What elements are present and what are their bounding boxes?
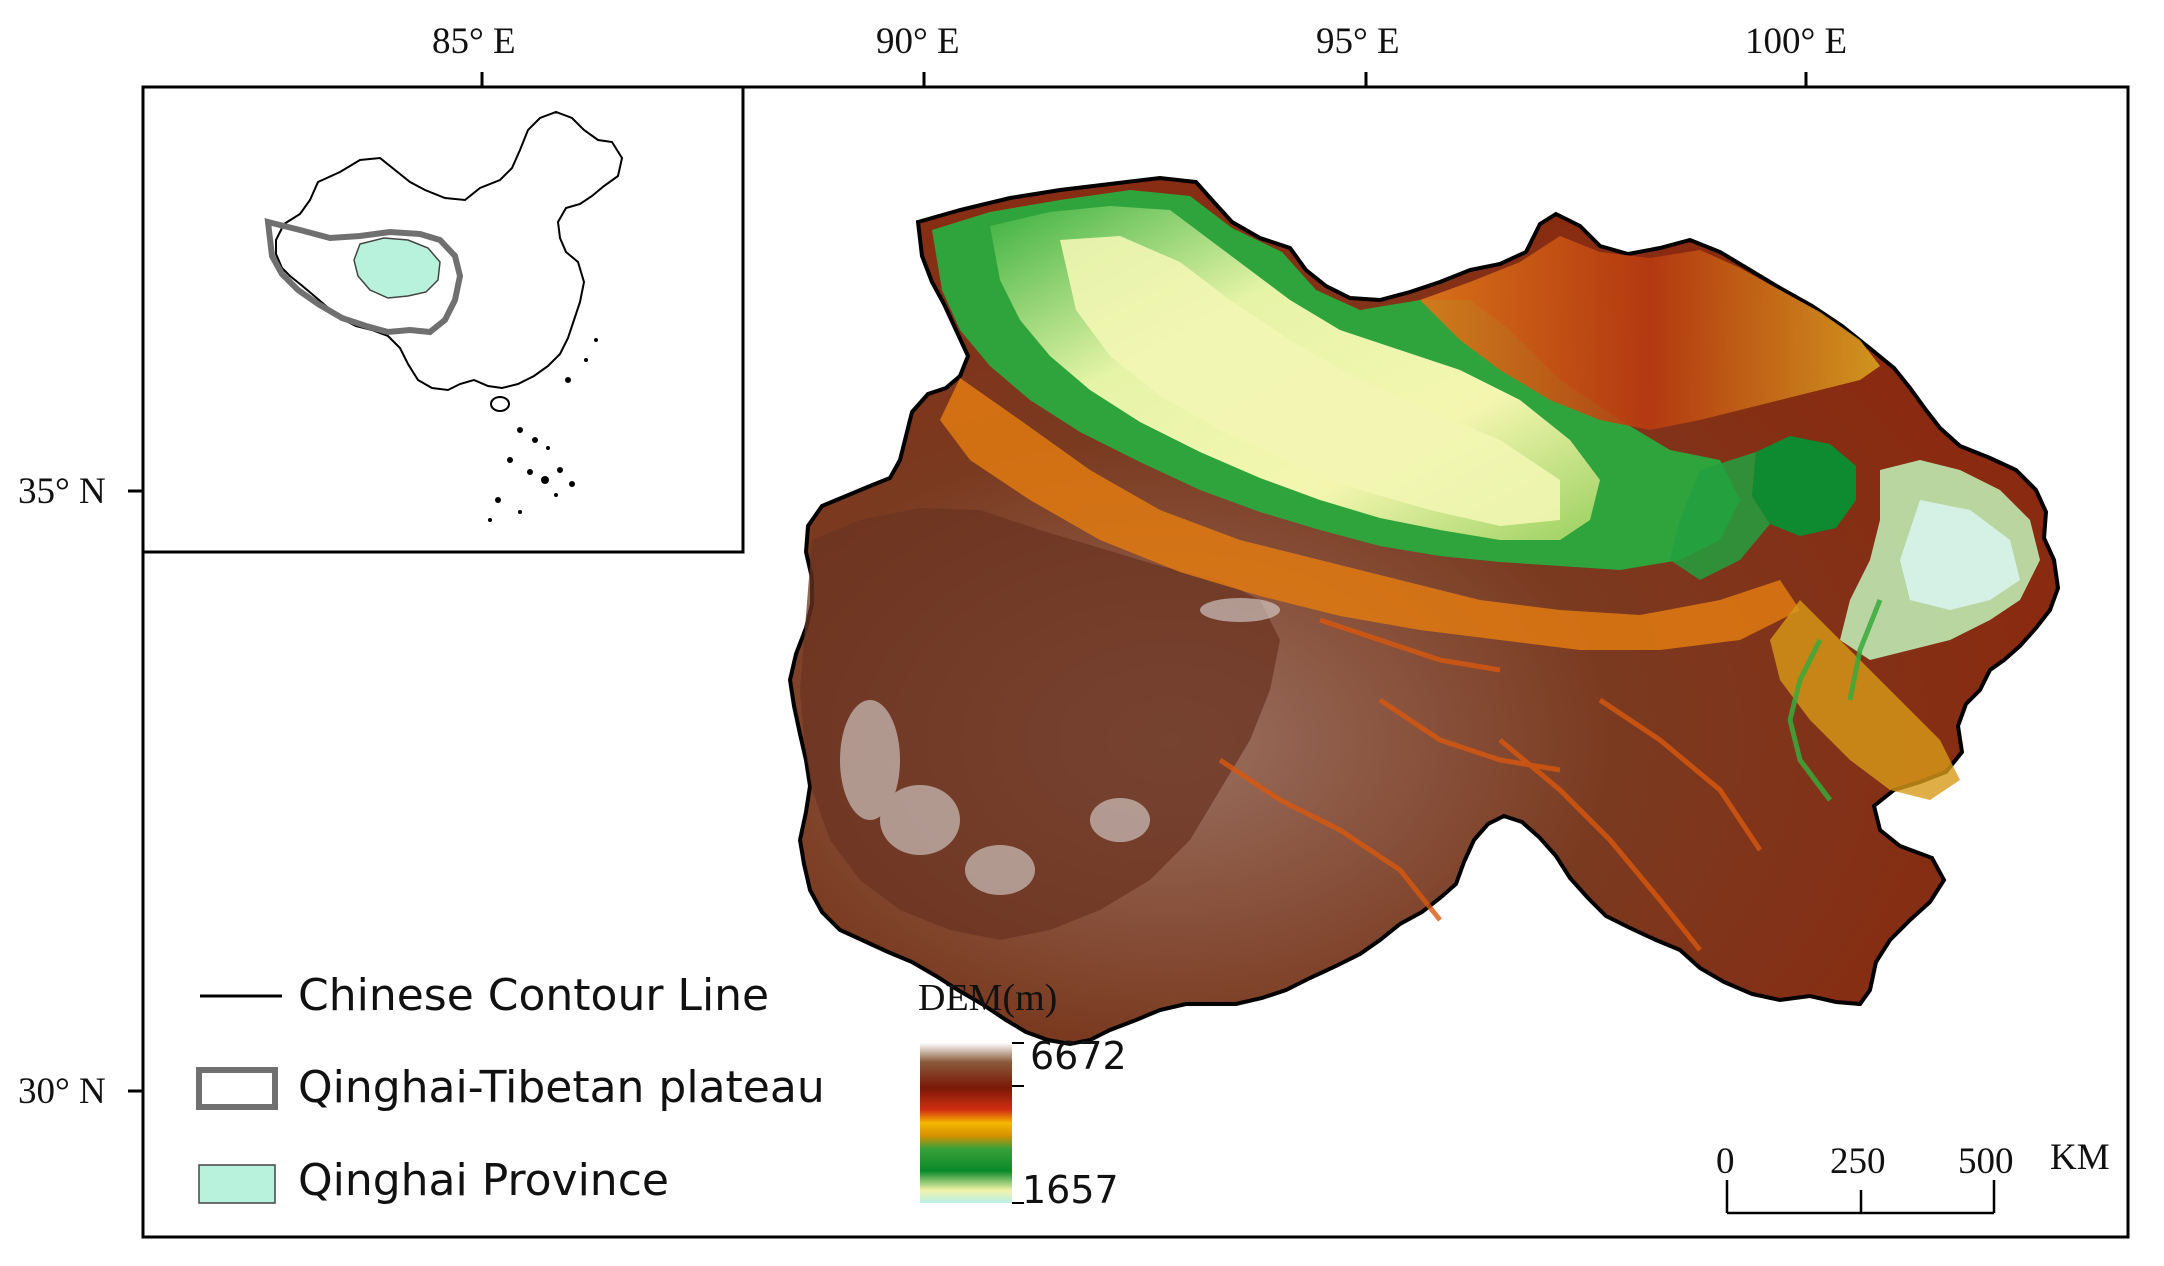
legend-symbols	[196, 994, 282, 1204]
qinghai-dem-map	[787, 175, 2061, 1047]
inset-islands	[488, 338, 598, 522]
legend-contour-line-label: Chinese Contour Line	[298, 970, 770, 1021]
latitude-label-30: 30° N	[18, 1071, 106, 1112]
dem-min-label: 1657	[1022, 1168, 1119, 1212]
dem-colorbar-ticks	[1012, 1042, 1024, 1204]
legend-qinghai-symbol	[198, 1164, 276, 1204]
longitude-label-90: 90° E	[876, 21, 960, 62]
scale-label-500: 500	[1958, 1141, 2014, 1182]
legend-qinghai-label: Qinghai Province	[298, 1155, 669, 1206]
longitude-label-100: 100° E	[1745, 21, 1848, 62]
longitude-label-95: 95° E	[1316, 21, 1400, 62]
legend-plateau-symbol	[196, 1067, 278, 1110]
inset-qinghai	[353, 237, 441, 299]
map-frame	[141, 85, 2130, 1239]
scale-unit: KM	[2050, 1137, 2110, 1178]
legend-plateau-label: Qinghai-Tibetan plateau	[298, 1062, 825, 1113]
dem-colorbar	[920, 1043, 1012, 1203]
longitude-label-85: 85° E	[432, 21, 516, 62]
scale-bar	[1725, 1180, 1996, 1215]
scale-label-250: 250	[1830, 1141, 1886, 1182]
inset-plateau-outline	[264, 218, 464, 336]
longitude-ticks	[480, 72, 1808, 87]
dem-legend-title: DEM(m)	[918, 977, 1058, 1019]
scale-label-0: 0	[1716, 1141, 1735, 1182]
dem-max-label: 6672	[1030, 1034, 1127, 1078]
latitude-ticks	[128, 489, 143, 1093]
latitude-label-35: 35° N	[18, 471, 106, 512]
